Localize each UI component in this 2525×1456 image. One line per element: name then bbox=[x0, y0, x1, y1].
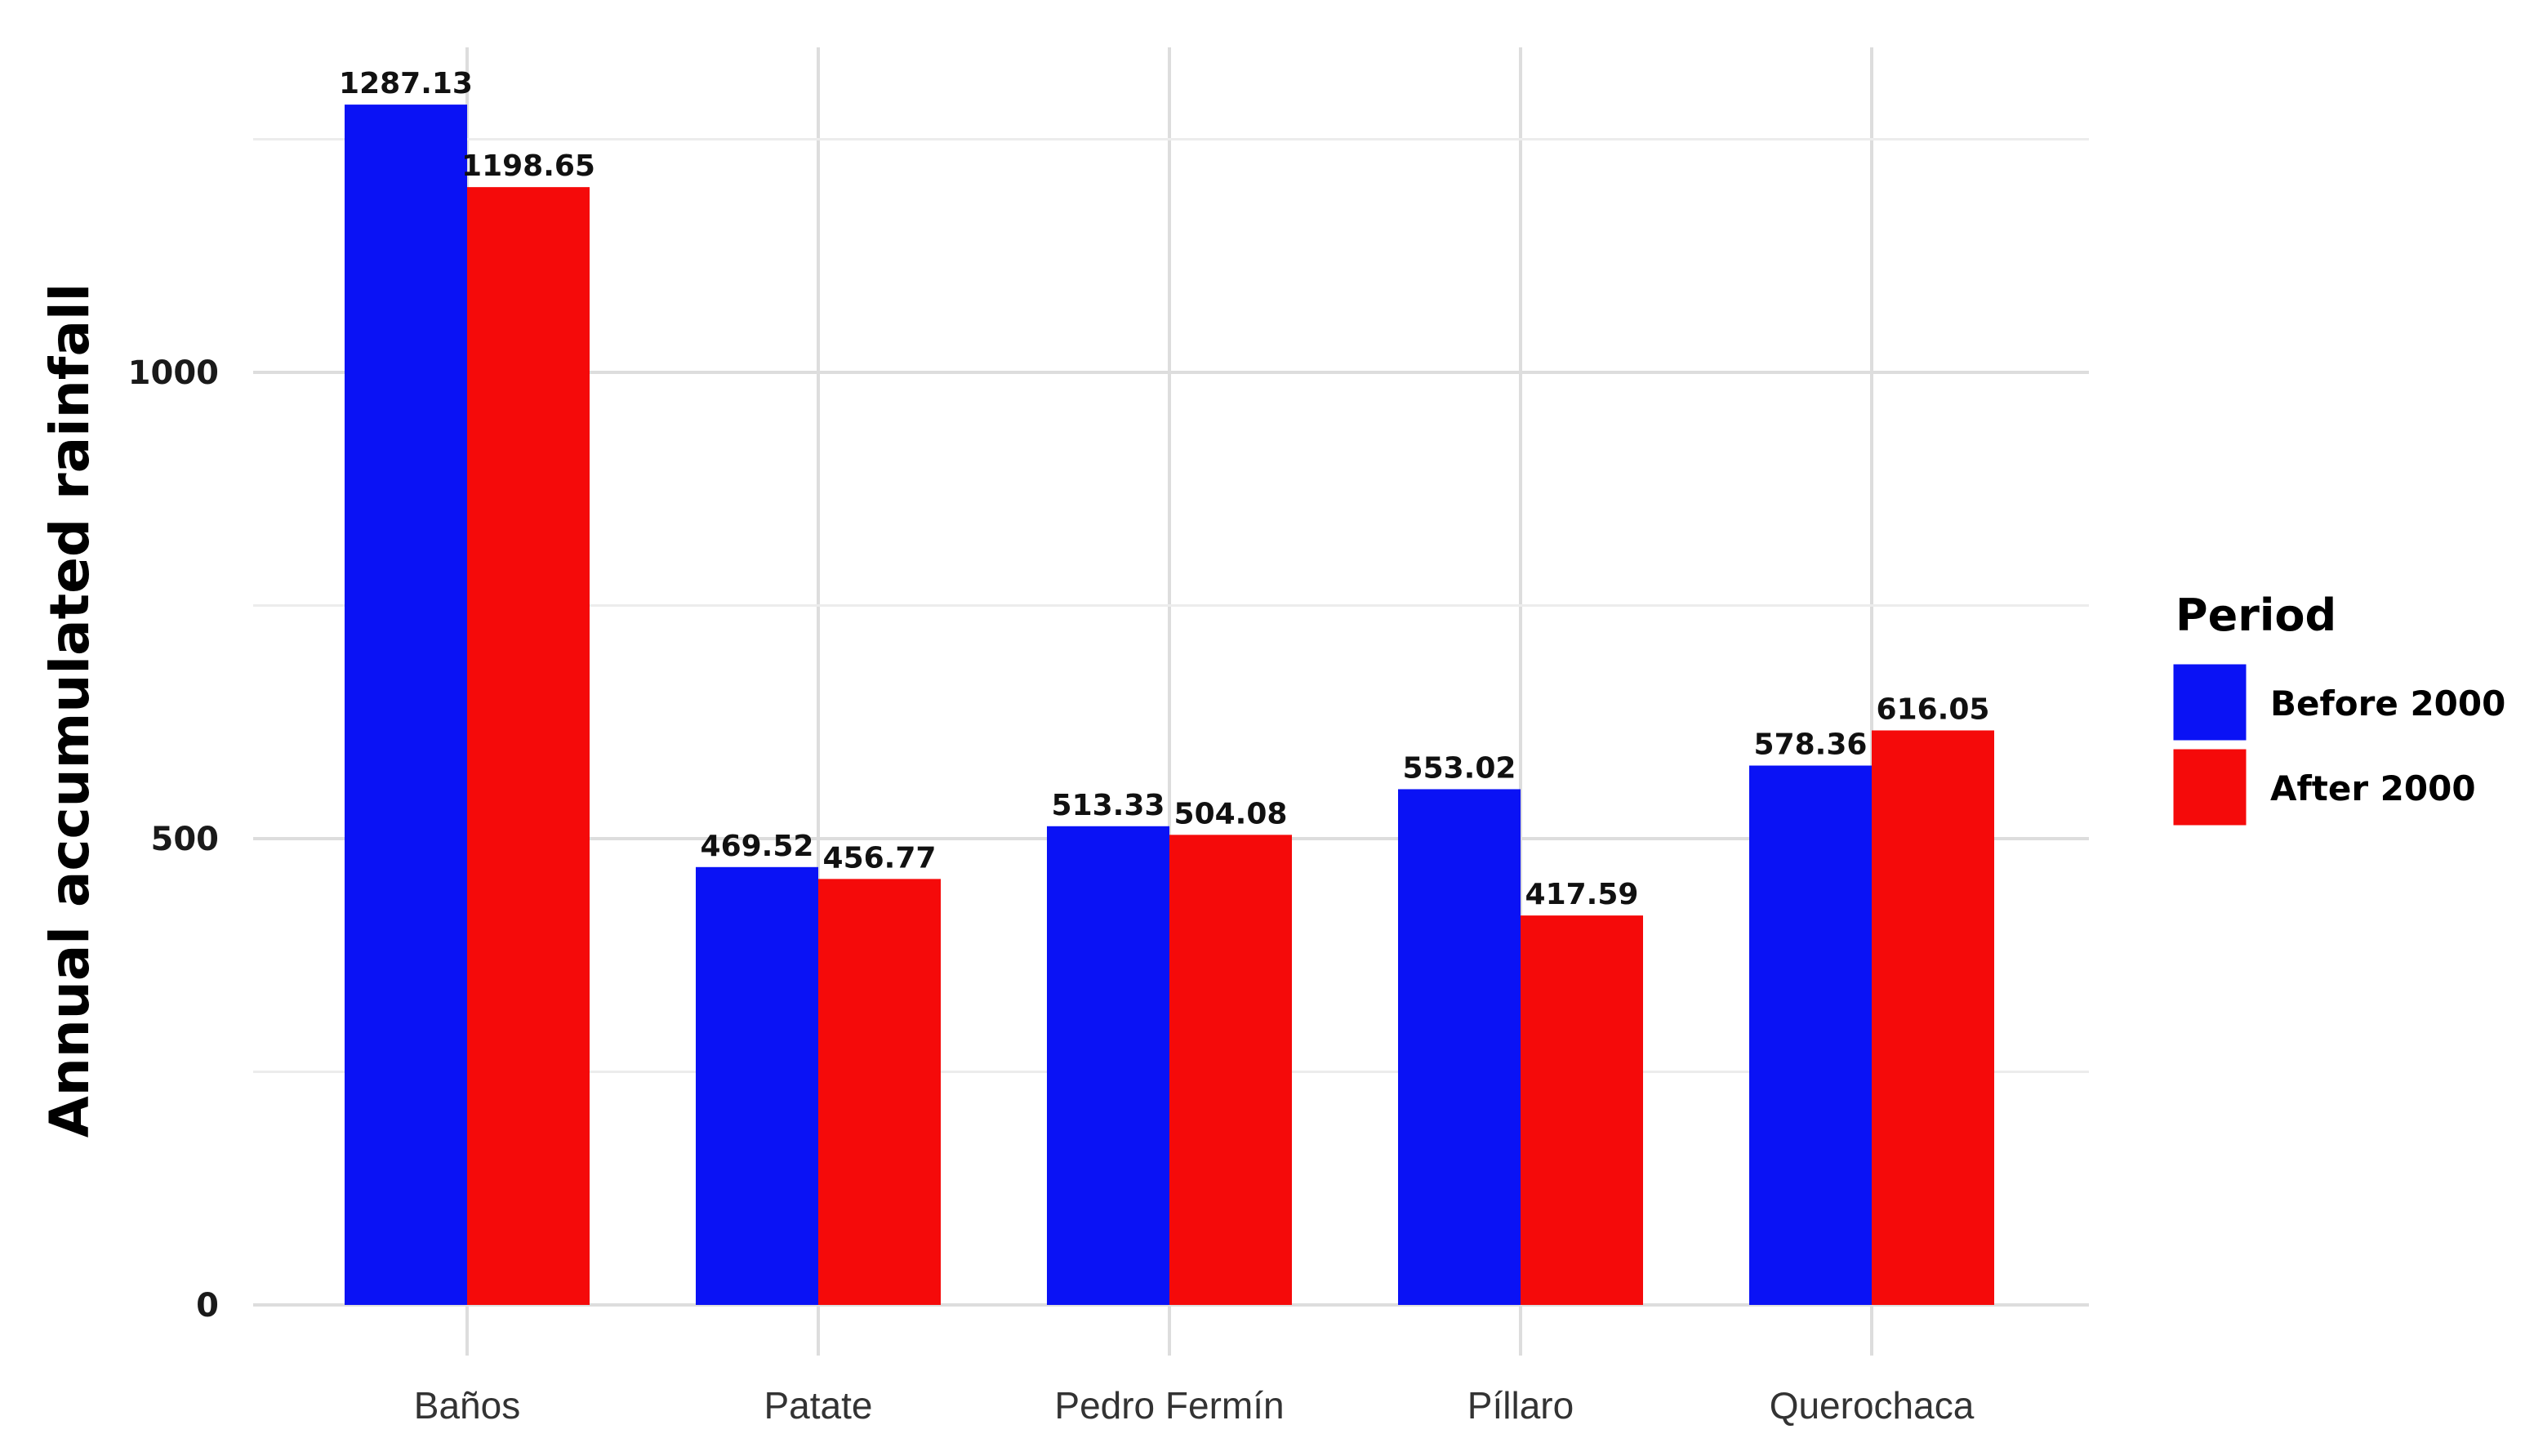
bar-after-2000 bbox=[467, 187, 590, 1305]
bar-before-2000 bbox=[1749, 765, 1872, 1305]
bar-after-2000 bbox=[818, 879, 941, 1305]
data-label: 1287.13 bbox=[339, 67, 473, 100]
x-tick-label: Píllaro bbox=[1467, 1384, 1574, 1427]
data-label: 578.36 bbox=[1754, 728, 1868, 762]
y-tick-label: 1000 bbox=[128, 354, 219, 392]
bar-after-2000 bbox=[1521, 915, 1643, 1305]
data-label: 417.59 bbox=[1525, 878, 1639, 911]
legend-swatch bbox=[2171, 661, 2249, 743]
bar-before-2000 bbox=[1398, 789, 1521, 1305]
x-tick-label: Pedro Fermín bbox=[1054, 1384, 1284, 1427]
data-label: 469.52 bbox=[701, 830, 814, 863]
bar-before-2000 bbox=[345, 105, 467, 1305]
legend-label: Before 2000 bbox=[2270, 683, 2505, 724]
y-tick-label: 0 bbox=[196, 1287, 219, 1325]
bar-before-2000 bbox=[1047, 826, 1169, 1305]
data-label: 504.08 bbox=[1174, 797, 1288, 830]
bars-layer bbox=[345, 105, 1994, 1305]
x-tick-label: Querochaca bbox=[1770, 1384, 1975, 1427]
data-label: 553.02 bbox=[1403, 751, 1516, 785]
y-axis-title: Annual accumulated rainfall bbox=[38, 283, 101, 1138]
data-label: 456.77 bbox=[823, 841, 937, 875]
data-labels-layer: 1287.13 469.52 513.33 553.02 578.36 1198.65 45… bbox=[339, 67, 1989, 911]
legend-items: Before 2000 After 2000 bbox=[2171, 661, 2505, 828]
y-tick-label: 500 bbox=[151, 821, 220, 858]
legend: Period Before 2000 After 2000 bbox=[2171, 590, 2505, 828]
legend-title: Period bbox=[2175, 590, 2336, 641]
bar-after-2000 bbox=[1169, 835, 1292, 1305]
x-tick-label: Patate bbox=[764, 1384, 873, 1427]
bar-before-2000 bbox=[696, 866, 818, 1305]
legend-label: After 2000 bbox=[2270, 768, 2476, 808]
data-label: 616.05 bbox=[1877, 692, 1990, 726]
data-label: 513.33 bbox=[1052, 789, 1165, 822]
axes-layer: 0 500 1000 Baños Patate Pedro Fermín Píllaro Qu… bbox=[128, 354, 1975, 1427]
bar-after-2000 bbox=[1872, 730, 1994, 1305]
x-tick-label: Baños bbox=[414, 1384, 520, 1427]
legend-swatch bbox=[2171, 746, 2249, 828]
data-label: 1198.65 bbox=[461, 149, 595, 183]
